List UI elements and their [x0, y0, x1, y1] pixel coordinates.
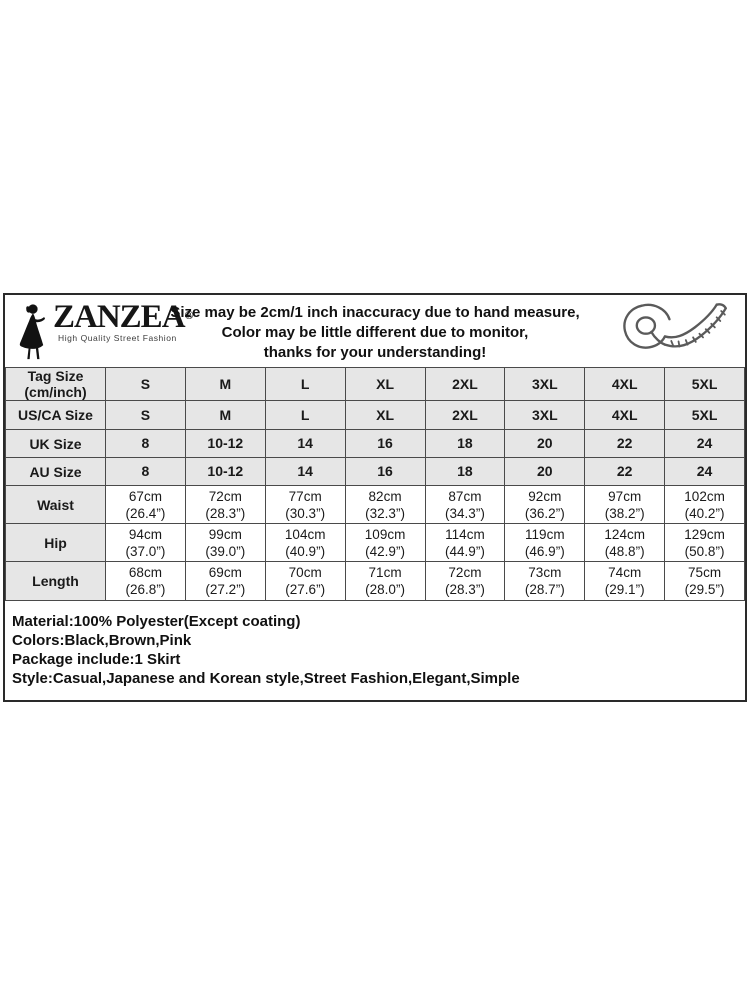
size-table: Tag Size (cm/inch) S M L XL 2XL 3XL 4XL 5XL US/CA…	[5, 367, 745, 601]
table-cell: 114cm (44.9”)	[424, 523, 506, 562]
table-cell: 102cm (40.2”)	[664, 485, 745, 524]
table-cell: 10-12	[184, 429, 266, 458]
table-cell: 97cm (38.2”)	[584, 485, 666, 524]
table-cell: 5XL	[664, 400, 745, 430]
table-cell: 104cm (40.9”)	[264, 523, 346, 562]
info-line: Colors:Black,Brown,Pink	[12, 632, 192, 649]
disclaimer: Size may be 2cm/1 inch inaccuracy due to…	[5, 303, 745, 363]
disclaimer-line: Color may be little different due to mon…	[221, 324, 529, 341]
row-label: AU Size	[5, 457, 106, 486]
row-label: Hip	[5, 523, 106, 562]
row-label: Length	[5, 561, 106, 601]
table-cell: M	[184, 367, 266, 401]
table-cell: 20	[504, 429, 586, 458]
table-cell: 4XL	[584, 367, 666, 401]
table-cell: 3XL	[504, 367, 586, 401]
row-label: Tag Size (cm/inch)	[5, 367, 106, 401]
info-line: Material:100% Polyester(Except coating)	[12, 613, 301, 630]
brand-logo: ZANZEA® High Quality Street Fashion	[13, 301, 194, 361]
table-cell: 22	[584, 429, 666, 458]
table-cell: 94cm (37.0”)	[105, 523, 186, 562]
info-line: Style:Casual,Japanese and Korean style,S…	[12, 670, 520, 687]
table-cell: 3XL	[504, 400, 586, 430]
table-cell: 8	[105, 429, 186, 458]
table-cell: 99cm (39.0”)	[184, 523, 266, 562]
table-cell: 8	[105, 457, 186, 486]
woman-silhouette-icon	[19, 304, 46, 360]
table-cell: 14	[264, 429, 346, 458]
table-cell: 92cm (36.2”)	[504, 485, 586, 524]
table-cell: 74cm (29.1”)	[584, 561, 666, 601]
brand-wordmark: ZANZEA®	[53, 301, 194, 334]
row-label: Waist	[5, 485, 106, 524]
table-row: UK Size 8 10-12 14 16 18 20 22 24	[5, 429, 745, 458]
table-cell: 72cm (28.3”)	[184, 485, 266, 524]
table-cell: 24	[664, 429, 745, 458]
table-cell: S	[105, 400, 186, 430]
table-cell: 69cm (27.2”)	[184, 561, 266, 601]
brand-text: ZANZEA® High Quality Street Fashion	[53, 301, 194, 344]
brand-name: ZANZEA	[53, 299, 186, 335]
table-cell: 109cm (42.9”)	[344, 523, 426, 562]
table-cell: 2XL	[424, 367, 506, 401]
measuring-tape-icon	[623, 303, 727, 349]
disclaimer-line: Size may be 2cm/1 inch inaccuracy due to…	[170, 304, 580, 321]
table-cell: 129cm (50.8”)	[664, 523, 745, 562]
table-cell: 68cm (26.8”)	[105, 561, 186, 601]
table-cell: L	[264, 367, 346, 401]
table-cell: L	[264, 400, 346, 430]
table-cell: 18	[424, 457, 506, 486]
table-cell: 72cm (28.3”)	[424, 561, 506, 601]
sheet-header: ZANZEA® High Quality Street Fashion Size…	[5, 295, 745, 367]
table-cell: 10-12	[184, 457, 266, 486]
row-label: US/CA Size	[5, 400, 106, 430]
table-cell: 77cm (30.3”)	[264, 485, 346, 524]
table-row: Tag Size (cm/inch) S M L XL 2XL 3XL 4XL 5XL	[5, 367, 745, 401]
table-cell: 75cm (29.5”)	[664, 561, 745, 601]
table-cell: 2XL	[424, 400, 506, 430]
table-cell: 16	[344, 429, 426, 458]
table-cell: XL	[344, 367, 426, 401]
brand-tagline: High Quality Street Fashion	[58, 333, 177, 343]
table-row: Hip 94cm (37.0”) 99cm (39.0”) 104cm (40.9”)…	[5, 523, 745, 562]
size-table-body: Tag Size (cm/inch) S M L XL 2XL 3XL 4XL 5XL US/CA…	[5, 367, 745, 601]
table-cell: 18	[424, 429, 506, 458]
table-cell: 20	[504, 457, 586, 486]
table-cell: S	[105, 367, 186, 401]
table-cell: 67cm (26.4”)	[105, 485, 186, 524]
product-info: Material:100% Polyester(Except coating) C…	[5, 601, 745, 700]
table-cell: 119cm (46.9”)	[504, 523, 586, 562]
size-chart-sheet: ZANZEA® High Quality Street Fashion Size…	[3, 293, 747, 702]
table-row: Length 68cm (26.8”) 69cm (27.2”) 70cm (27.6…	[5, 561, 745, 601]
table-cell: 82cm (32.3”)	[344, 485, 426, 524]
table-row: AU Size 8 10-12 14 16 18 20 22 24	[5, 457, 745, 486]
info-line: Package include:1 Skirt	[12, 651, 181, 668]
table-cell: 73cm (28.7”)	[504, 561, 586, 601]
table-cell: 16	[344, 457, 426, 486]
table-cell: M	[184, 400, 266, 430]
table-cell: 70cm (27.6”)	[264, 561, 346, 601]
table-cell: 5XL	[664, 367, 745, 401]
table-cell: 14	[264, 457, 346, 486]
table-cell: 87cm (34.3”)	[424, 485, 506, 524]
table-cell: 22	[584, 457, 666, 486]
table-row: Waist 67cm (26.4”) 72cm (28.3”) 77cm (30.3”…	[5, 485, 745, 524]
row-label: UK Size	[5, 429, 106, 458]
table-cell: XL	[344, 400, 426, 430]
registered-mark: ®	[184, 308, 194, 322]
table-cell: 71cm (28.0”)	[344, 561, 426, 601]
table-cell: 4XL	[584, 400, 666, 430]
table-row: US/CA Size S M L XL 2XL 3XL 4XL 5XL	[5, 400, 745, 430]
table-cell: 124cm (48.8”)	[584, 523, 666, 562]
table-cell: 24	[664, 457, 745, 486]
disclaimer-line: thanks for your understanding!	[263, 344, 487, 361]
